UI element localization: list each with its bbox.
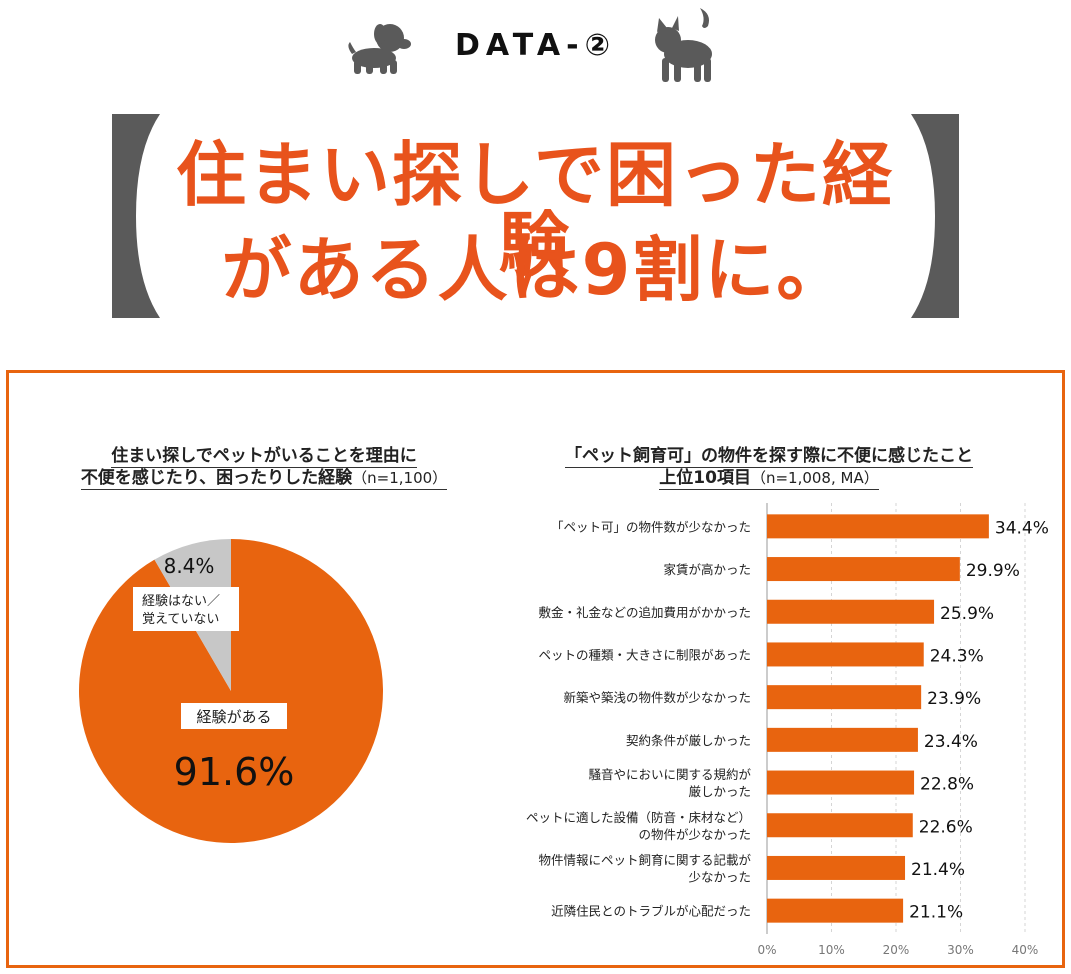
bar-value-label: 21.4% xyxy=(911,860,965,880)
pie-value-yes: 91.6% xyxy=(174,750,295,794)
bar xyxy=(767,855,906,880)
bar-value-label: 23.9% xyxy=(927,689,981,709)
right-bracket xyxy=(905,110,961,326)
bar-value-label: 23.4% xyxy=(924,732,978,752)
x-tick-label: 10% xyxy=(818,943,845,957)
dog-icon xyxy=(344,16,414,80)
category-label: ペットの種類・大きさに制限があった xyxy=(538,647,751,662)
pie-title-line-2: 不便を感じたり、困ったりした経験 xyxy=(80,468,353,488)
pie-label-no-line-2: 覚えていない xyxy=(142,612,219,627)
bar-value-label: 25.9% xyxy=(940,604,994,624)
x-tick-label: 20% xyxy=(883,943,910,957)
category-label: 新築や築浅の物件数が少なかった xyxy=(563,690,751,705)
category-label: 近隣住民とのトラブルが心配だった xyxy=(551,904,751,919)
bar-title-line-2: 上位10項目 xyxy=(659,468,751,488)
x-tick-label: 0% xyxy=(757,943,776,957)
category-label: ペットに適した設備（防音・床材など） xyxy=(526,810,751,825)
bar xyxy=(767,898,904,923)
bar-value-label: 34.4% xyxy=(995,518,1049,538)
category-label: 家賃が高かった xyxy=(663,562,751,577)
category-label: の物件が少なかった xyxy=(638,827,751,842)
bar xyxy=(767,514,989,539)
pie-value-no: 8.4% xyxy=(164,554,215,578)
bar xyxy=(767,557,960,582)
bar xyxy=(767,727,918,752)
category-label: 厳しかった xyxy=(688,784,751,799)
category-label: 契約条件が厳しかった xyxy=(626,733,751,748)
x-tick-label: 40% xyxy=(1012,943,1039,957)
data-tag: DATA-② xyxy=(455,28,616,63)
headline-line-1: 住まい探しで困った経験 xyxy=(176,134,894,286)
bar-chart-title: 「ペット飼育可」の物件を探す際に不便に感じたこと 上位10項目（n=1,008,… xyxy=(479,445,1059,490)
pie-chart: 経験がある 91.6% 8.4% 経験はない／ 覚えていない xyxy=(78,539,384,843)
bar xyxy=(767,642,924,667)
pie-title-line-1: 住まい探しでペットがいることを理由に xyxy=(111,446,417,468)
bar xyxy=(767,813,913,838)
bar-value-label: 22.6% xyxy=(919,817,973,837)
category-label: 物件情報にペット飼育に関する記載が xyxy=(538,852,751,867)
bar xyxy=(767,599,935,624)
bar-value-label: 22.8% xyxy=(920,775,974,795)
cat-icon xyxy=(648,6,718,90)
bar-chart: 「ペット可」の物件数が少なかった家賃が高かった敷金・礼金などの追加費用がかかった… xyxy=(526,503,1049,957)
data-panel: 住まい探しでペットがいることを理由に 不便を感じたり、困ったりした経験（n=1,… xyxy=(6,370,1065,968)
pie-label-yes: 経験がある xyxy=(196,708,271,726)
left-bracket xyxy=(110,110,166,326)
x-tick-label: 30% xyxy=(947,943,974,957)
bar xyxy=(767,770,915,795)
bar-value-label: 21.1% xyxy=(909,903,963,923)
pie-label-box-yes xyxy=(181,703,287,729)
bar-value-label: 29.9% xyxy=(966,561,1020,581)
pie-label-no-line-1: 経験はない／ xyxy=(142,594,220,609)
bar xyxy=(767,685,922,710)
category-label: 騒音やにおいに関する規約が xyxy=(588,767,751,782)
bar-sample-size: （n=1,008, MA） xyxy=(750,469,879,487)
pie-chart-title: 住まい探しでペットがいることを理由に 不便を感じたり、困ったりした経験（n=1,… xyxy=(29,445,499,490)
category-label: 敷金・礼金などの追加費用がかかった xyxy=(538,605,751,620)
bar-title-line-1: 「ペット飼育可」の物件を探す際に不便に感じたこと xyxy=(565,446,973,468)
bar-value-label: 24.3% xyxy=(930,646,984,666)
pie-sample-size: （n=1,100） xyxy=(352,469,448,487)
headline-line-2: がある人は9割に。 xyxy=(221,229,849,311)
category-label: 「ペット可」の物件数が少なかった xyxy=(551,519,751,534)
category-label: 少なかった xyxy=(688,869,751,884)
pie-label-box-no xyxy=(133,587,239,631)
